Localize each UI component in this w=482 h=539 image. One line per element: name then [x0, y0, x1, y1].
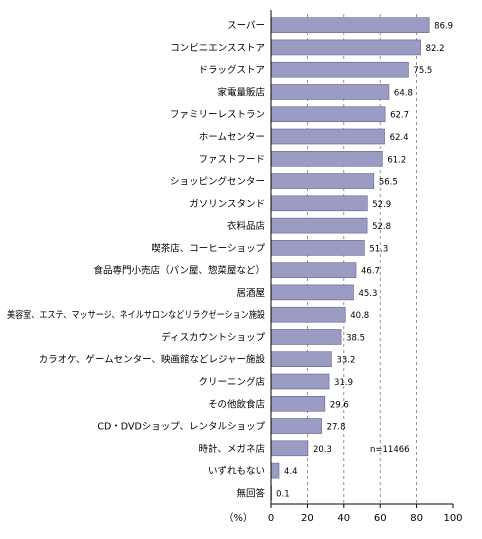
category-label-20: いずれもない — [208, 466, 265, 477]
bar-7 — [270, 173, 375, 189]
bar-15 — [270, 351, 332, 368]
sample-size-annotation: n=11466 — [370, 445, 410, 455]
category-label-8: ガソリンスタンド — [189, 199, 265, 210]
category-label-21: 無回答 — [236, 487, 265, 499]
category-label-17: その他飲食店 — [208, 398, 265, 410]
x-tick-label-80: 80 — [410, 513, 423, 524]
value-label-7: 56.5 — [379, 178, 398, 188]
category-label-0: スーパー — [227, 21, 265, 32]
category-label-2: ドラッグストア — [198, 64, 265, 76]
value-label-19: 20.3 — [313, 445, 332, 455]
bar-0 — [270, 17, 430, 33]
bar-18 — [270, 418, 322, 434]
value-label-17: 29.6 — [330, 400, 349, 410]
bar-8 — [270, 195, 368, 212]
axes — [270, 10, 454, 508]
category-label-3: 家電量販店 — [217, 86, 265, 98]
value-labels: 86.9 82.2 75.5 64.8 62.7 62.4 61.2 56.5 52.9 52.8… — [276, 22, 453, 500]
unit-label: （%） — [223, 512, 253, 524]
bar-5 — [270, 128, 385, 145]
value-label-4: 62.7 — [390, 111, 409, 121]
value-label-3: 64.8 — [394, 88, 413, 98]
value-label-20: 4.4 — [284, 467, 298, 477]
category-label-15: カラオケ、ゲームセンター、映画館などレジャー施設 — [39, 354, 266, 366]
value-label-18: 27.8 — [327, 423, 346, 433]
bar-19 — [270, 440, 309, 457]
category-label-1: コンビニエンスストア — [170, 43, 265, 54]
value-label-9: 52.8 — [372, 222, 391, 232]
category-label-12: 居酒屋 — [236, 288, 265, 299]
value-label-12: 45.3 — [358, 289, 377, 299]
bars — [270, 17, 430, 501]
value-label-13: 40.8 — [350, 311, 369, 321]
value-label-8: 52.9 — [372, 200, 391, 210]
bar-13 — [270, 306, 346, 323]
bar-3 — [270, 84, 390, 100]
x-tick-label-20: 20 — [301, 513, 314, 524]
x-tick-label-100: 100 — [443, 513, 462, 524]
bar-20 — [270, 462, 280, 479]
x-tick-label-40: 40 — [337, 513, 350, 524]
value-label-11: 46.7 — [361, 267, 380, 277]
value-label-5: 62.4 — [390, 133, 409, 143]
tick-labels: 0 20 40 60 80 100 — [268, 513, 463, 524]
category-label-19: 時計、メガネ店 — [198, 443, 265, 455]
category-labels: スーパーコンビニエンスストアドラッグストア家電量販店ファミリーレストランホームセ… — [7, 21, 265, 500]
bar-9 — [270, 217, 368, 234]
bar-10 — [270, 240, 365, 256]
value-label-21: 0.1 — [276, 489, 290, 499]
category-label-16: クリーニング店 — [198, 376, 265, 388]
category-label-13: 美容室、エステ、マッサージ、ネイルサロンなどリラクゼーション施設 — [7, 309, 265, 321]
x-tick-label-0: 0 — [268, 513, 274, 524]
value-label-10: 51.3 — [369, 244, 388, 254]
category-label-5: ホームセンター — [199, 132, 265, 143]
category-label-4: ファミリーレストラン — [170, 110, 265, 121]
bar-16 — [270, 373, 330, 390]
category-label-6: ファストフード — [198, 154, 265, 165]
category-label-7: ショッピングセンター — [170, 176, 265, 188]
value-label-6: 61.2 — [387, 155, 406, 165]
bar-12 — [270, 284, 354, 301]
value-label-14: 38.5 — [346, 333, 365, 343]
bar-4 — [270, 106, 386, 123]
value-label-2: 75.5 — [413, 66, 432, 76]
category-label-9: 衣料品店 — [227, 220, 265, 232]
x-tick-label-60: 60 — [374, 513, 387, 524]
bar-6 — [270, 150, 383, 167]
bar-1 — [270, 39, 421, 56]
value-label-16: 31.9 — [334, 378, 353, 388]
bar-14 — [270, 329, 342, 345]
category-label-18: CD・DVDショップ、レンタルショップ — [97, 422, 265, 433]
bar-2 — [270, 61, 409, 78]
value-label-1: 82.2 — [426, 44, 445, 54]
bar-17 — [270, 395, 326, 412]
value-label-15: 33.2 — [336, 356, 355, 366]
category-label-14: ディスカウントショップ — [161, 331, 265, 343]
bar-11 — [270, 262, 357, 278]
value-label-0: 86.9 — [434, 22, 453, 32]
category-label-11: 食品専門小売店（パン屋、惣菜屋など） — [94, 265, 265, 277]
category-label-10: 喫茶店、コーヒーショップ — [151, 242, 265, 254]
